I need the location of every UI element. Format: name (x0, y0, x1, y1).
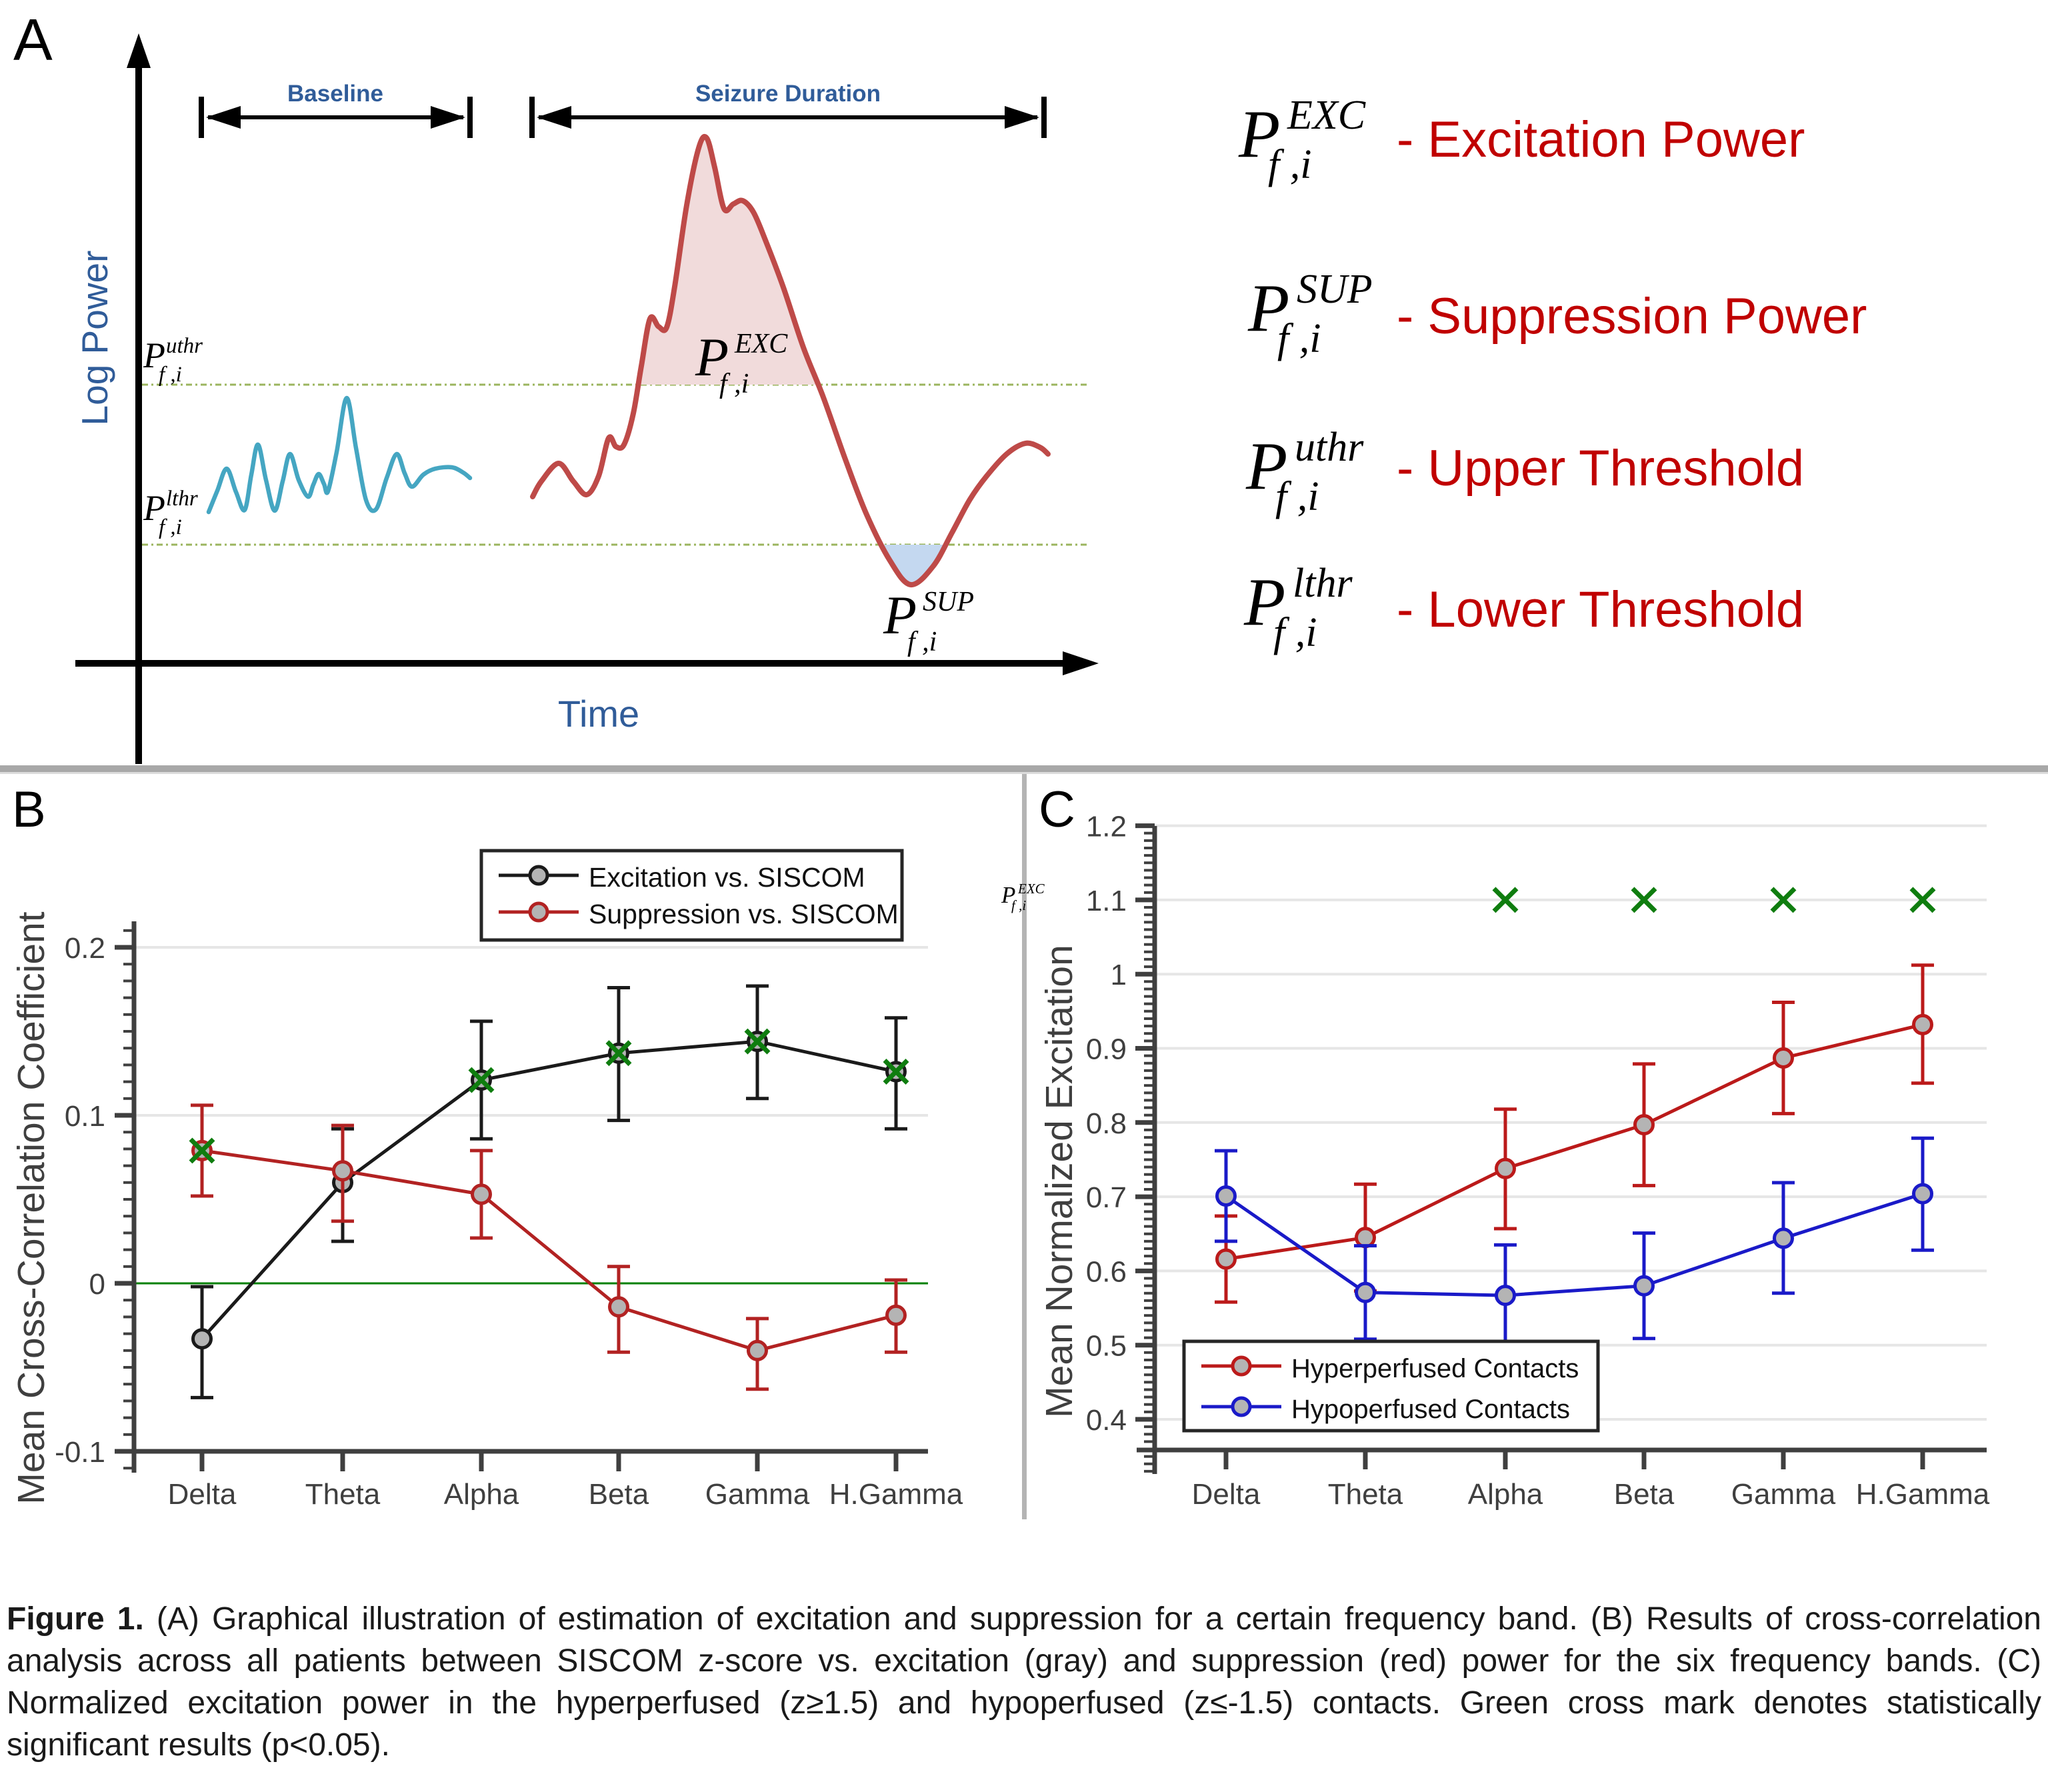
svg-text:Gamma: Gamma (1731, 1478, 1836, 1511)
svg-text:Alpha: Alpha (1468, 1478, 1543, 1511)
svg-text:P: P (1243, 565, 1285, 640)
svg-text:P: P (143, 488, 165, 528)
svg-text:P: P (1001, 882, 1015, 908)
svg-text:f ,i: f ,i (719, 369, 749, 399)
svg-text:P: P (883, 585, 917, 645)
svg-text:f ,i: f ,i (159, 515, 182, 539)
svg-text:SUP: SUP (923, 587, 974, 617)
svg-text:1.2: 1.2 (1086, 811, 1127, 843)
svg-text:- Lower Threshold: - Lower Threshold (1397, 581, 1804, 638)
svg-text:EXC: EXC (1287, 93, 1366, 138)
svg-text:uthr: uthr (1295, 425, 1364, 470)
svg-text:1.1: 1.1 (1086, 885, 1127, 917)
svg-text:P: P (695, 327, 729, 387)
svg-text:Time: Time (558, 693, 639, 735)
svg-text:lthr: lthr (1293, 561, 1353, 606)
svg-text:- Suppression Power: - Suppression Power (1397, 288, 1867, 345)
svg-text:0.9: 0.9 (1086, 1033, 1127, 1066)
svg-text:1: 1 (1111, 959, 1127, 991)
svg-text:A: A (13, 7, 53, 73)
svg-text:-0.1: -0.1 (55, 1436, 105, 1469)
svg-text:H.Gamma: H.Gamma (1856, 1478, 1990, 1511)
svg-text:0.8: 0.8 (1086, 1107, 1127, 1140)
svg-text:Delta: Delta (168, 1478, 237, 1511)
svg-text:Hyperperfused Contacts: Hyperperfused Contacts (1291, 1354, 1579, 1383)
svg-text:Gamma: Gamma (705, 1478, 810, 1511)
svg-text:Suppression vs. SISCOM: Suppression vs. SISCOM (589, 899, 899, 929)
svg-text:P: P (1247, 271, 1289, 346)
svg-text:Beta: Beta (1614, 1478, 1675, 1511)
svg-text:- Upper Threshold: - Upper Threshold (1397, 440, 1804, 497)
svg-text:Theta: Theta (1328, 1478, 1403, 1511)
svg-text:Log Power: Log Power (74, 251, 115, 426)
svg-text:P: P (143, 335, 165, 375)
svg-text:Seizure Duration: Seizure Duration (695, 81, 881, 107)
svg-text:0.7: 0.7 (1086, 1181, 1127, 1214)
svg-text:P: P (1245, 429, 1287, 504)
svg-text:EXC: EXC (1017, 881, 1045, 897)
svg-text:SUP: SUP (1297, 267, 1373, 312)
svg-text:lthr: lthr (166, 487, 198, 511)
svg-text:H.Gamma: H.Gamma (829, 1478, 963, 1511)
svg-text:f ,i: f ,i (1011, 897, 1026, 913)
svg-text:uthr: uthr (166, 334, 203, 358)
svg-text:0.1: 0.1 (65, 1100, 105, 1133)
svg-text:f ,i: f ,i (907, 627, 937, 657)
svg-text:f ,i: f ,i (1275, 474, 1319, 519)
svg-text:Baseline: Baseline (287, 81, 383, 107)
svg-text:EXC: EXC (734, 329, 788, 359)
svg-text:0.5: 0.5 (1086, 1330, 1127, 1363)
svg-text:0: 0 (89, 1268, 105, 1301)
svg-text:0.6: 0.6 (1086, 1255, 1127, 1288)
svg-text:Mean Cross-Correlation Coeffic: Mean Cross-Correlation Coefficient (10, 911, 53, 1504)
svg-text:P: P (1238, 97, 1280, 172)
svg-text:f ,i: f ,i (1273, 610, 1317, 655)
svg-text:f ,i: f ,i (1277, 316, 1321, 361)
svg-text:Excitation vs. SISCOM: Excitation vs. SISCOM (589, 862, 865, 893)
svg-text:- Excitation Power: - Excitation Power (1397, 111, 1805, 168)
svg-text:Alpha: Alpha (444, 1478, 519, 1511)
svg-text:Hypoperfused Contacts: Hypoperfused Contacts (1291, 1395, 1570, 1424)
svg-text:0.4: 0.4 (1086, 1404, 1127, 1437)
svg-text:C: C (1039, 781, 1075, 838)
svg-text:Mean Normalized Excitation: Mean Normalized Excitation (1038, 945, 1081, 1418)
svg-text:f ,i: f ,i (1268, 142, 1311, 187)
svg-text:Theta: Theta (305, 1478, 381, 1511)
svg-text:Delta: Delta (1192, 1478, 1261, 1511)
svg-text:f ,i: f ,i (159, 363, 182, 387)
svg-text:0.2: 0.2 (65, 932, 105, 965)
svg-text:Beta: Beta (589, 1478, 649, 1511)
svg-text:B: B (12, 781, 46, 838)
